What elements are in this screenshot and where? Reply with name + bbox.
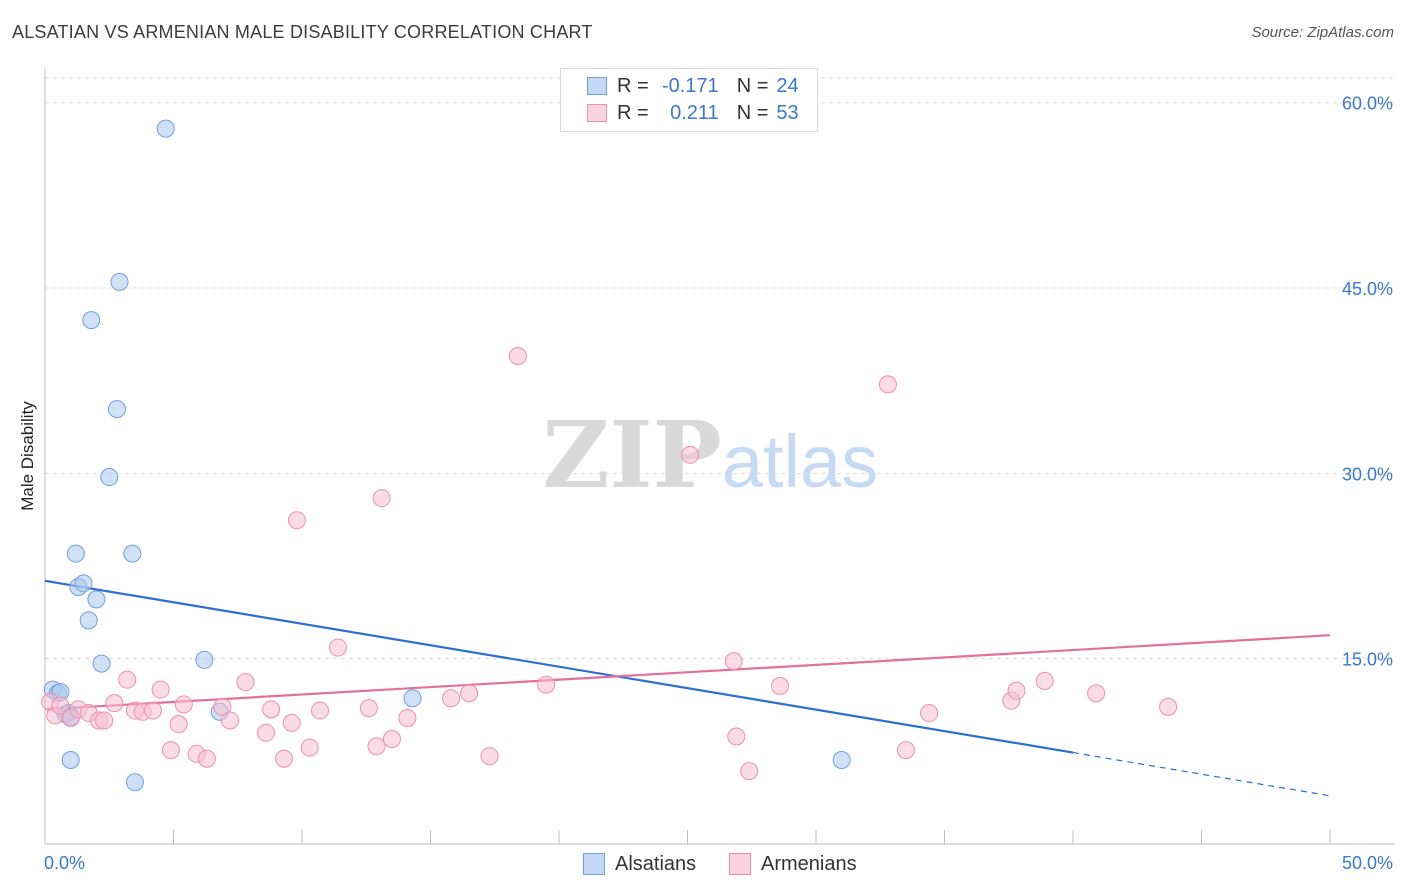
- point-armenians: [372, 489, 391, 508]
- point-armenians: [169, 715, 188, 734]
- legend-n-label: N =: [736, 101, 769, 124]
- legend-row-alsatians: R = -0.171 N = 24: [587, 73, 799, 99]
- point-alsatians: [125, 773, 144, 792]
- point-alsatians: [195, 650, 214, 669]
- point-armenians: [197, 749, 216, 768]
- point-armenians: [328, 638, 347, 657]
- point-armenians: [300, 738, 319, 757]
- tick-labels: 15.0% 30.0% 45.0% 60.0% 0.0% 50.0%: [44, 94, 1393, 873]
- bottom-legend-armenians: Armenians: [729, 852, 857, 876]
- bottom-legend-label: Alsatians: [615, 852, 697, 875]
- point-armenians: [105, 694, 124, 713]
- point-alsatians: [66, 544, 85, 563]
- bottom-swatch-armenians: [729, 853, 751, 875]
- point-armenians: [878, 375, 897, 394]
- point-alsatians: [110, 272, 129, 291]
- point-armenians: [398, 708, 417, 727]
- point-armenians: [724, 652, 743, 671]
- point-armenians: [537, 675, 556, 694]
- point-armenians: [213, 697, 232, 716]
- point-armenians: [1087, 684, 1106, 703]
- point-armenians: [740, 762, 759, 781]
- point-alsatians: [79, 611, 98, 630]
- point-armenians: [143, 701, 162, 720]
- legend-swatch-alsatians: [587, 77, 607, 95]
- legend-n-value: 53: [776, 101, 799, 124]
- trend-lines: [44, 579, 1331, 797]
- legend-r-label: R =: [617, 101, 649, 124]
- legend-n-label: N =: [736, 74, 769, 97]
- y-tick-label: 30.0%: [1342, 464, 1393, 484]
- point-armenians: [275, 749, 294, 768]
- point-armenians: [359, 699, 378, 718]
- trend-line-extension-alsatians: [1072, 751, 1331, 797]
- point-alsatians: [100, 468, 119, 487]
- x-tick-label: 50.0%: [1342, 853, 1393, 873]
- point-armenians: [1007, 681, 1026, 700]
- point-alsatians: [92, 654, 111, 673]
- y-tick-label: 45.0%: [1342, 279, 1393, 299]
- point-alsatians: [156, 119, 175, 138]
- point-armenians: [95, 711, 114, 730]
- point-armenians: [310, 701, 329, 720]
- point-armenians: [257, 723, 276, 742]
- point-armenians: [282, 713, 301, 732]
- point-armenians: [771, 676, 790, 695]
- point-armenians: [367, 737, 386, 756]
- point-armenians: [508, 346, 527, 365]
- legend-r-value: -0.171: [661, 74, 719, 97]
- legend-n-value: 24: [776, 74, 799, 97]
- axes: [44, 68, 1395, 845]
- watermark: ZIP atlas: [542, 401, 878, 509]
- trend-line-alsatians: [44, 579, 1074, 754]
- chart-title: ALSATIAN VS ARMENIAN MALE DISABILITY COR…: [12, 22, 593, 42]
- point-armenians: [151, 680, 170, 699]
- point-alsatians: [832, 750, 851, 769]
- data-points: [41, 119, 1178, 792]
- bottom-legend-label: Armenians: [761, 852, 857, 875]
- y-tick-label: 15.0%: [1342, 650, 1393, 670]
- point-armenians: [174, 695, 193, 714]
- correlation-legend: R = -0.171 N = 24 R = 0.211 N = 53: [560, 68, 818, 132]
- point-alsatians: [87, 590, 106, 609]
- y-tick-label: 60.0%: [1342, 94, 1393, 114]
- gridlines: [45, 77, 1395, 660]
- point-armenians: [681, 445, 700, 464]
- x-tick-label: 0.0%: [44, 853, 85, 873]
- legend-r-value: 0.211: [670, 101, 719, 124]
- point-armenians: [262, 700, 281, 719]
- point-alsatians: [61, 750, 80, 769]
- point-armenians: [236, 673, 255, 692]
- point-armenians: [382, 729, 401, 748]
- legend-row-armenians: R = 0.211 N = 53: [587, 100, 799, 126]
- point-armenians: [442, 689, 461, 708]
- point-armenians: [161, 741, 180, 760]
- legend-r-label: R =: [617, 74, 649, 97]
- point-armenians: [727, 727, 746, 746]
- point-alsatians: [82, 311, 101, 330]
- point-alsatians: [403, 689, 422, 708]
- point-armenians: [896, 741, 915, 760]
- point-armenians: [480, 747, 499, 766]
- point-armenians: [460, 684, 479, 703]
- point-armenians: [287, 511, 306, 530]
- watermark-atlas: atlas: [722, 420, 878, 503]
- point-armenians: [1035, 671, 1054, 690]
- trend-line-armenians: [44, 634, 1331, 711]
- bottom-legend-alsatians: Alsatians: [583, 852, 696, 876]
- point-armenians: [920, 704, 939, 723]
- point-armenians: [118, 670, 137, 689]
- legend-swatch-armenians: [587, 104, 607, 122]
- point-armenians: [221, 711, 240, 730]
- point-alsatians: [107, 400, 126, 419]
- point-armenians: [1159, 697, 1178, 716]
- point-alsatians: [123, 544, 142, 563]
- bottom-swatch-alsatians: [583, 853, 605, 875]
- point-alsatians: [74, 574, 93, 593]
- chart-source: Source: ZipAtlas.com: [1251, 24, 1394, 41]
- point-armenians: [51, 696, 70, 715]
